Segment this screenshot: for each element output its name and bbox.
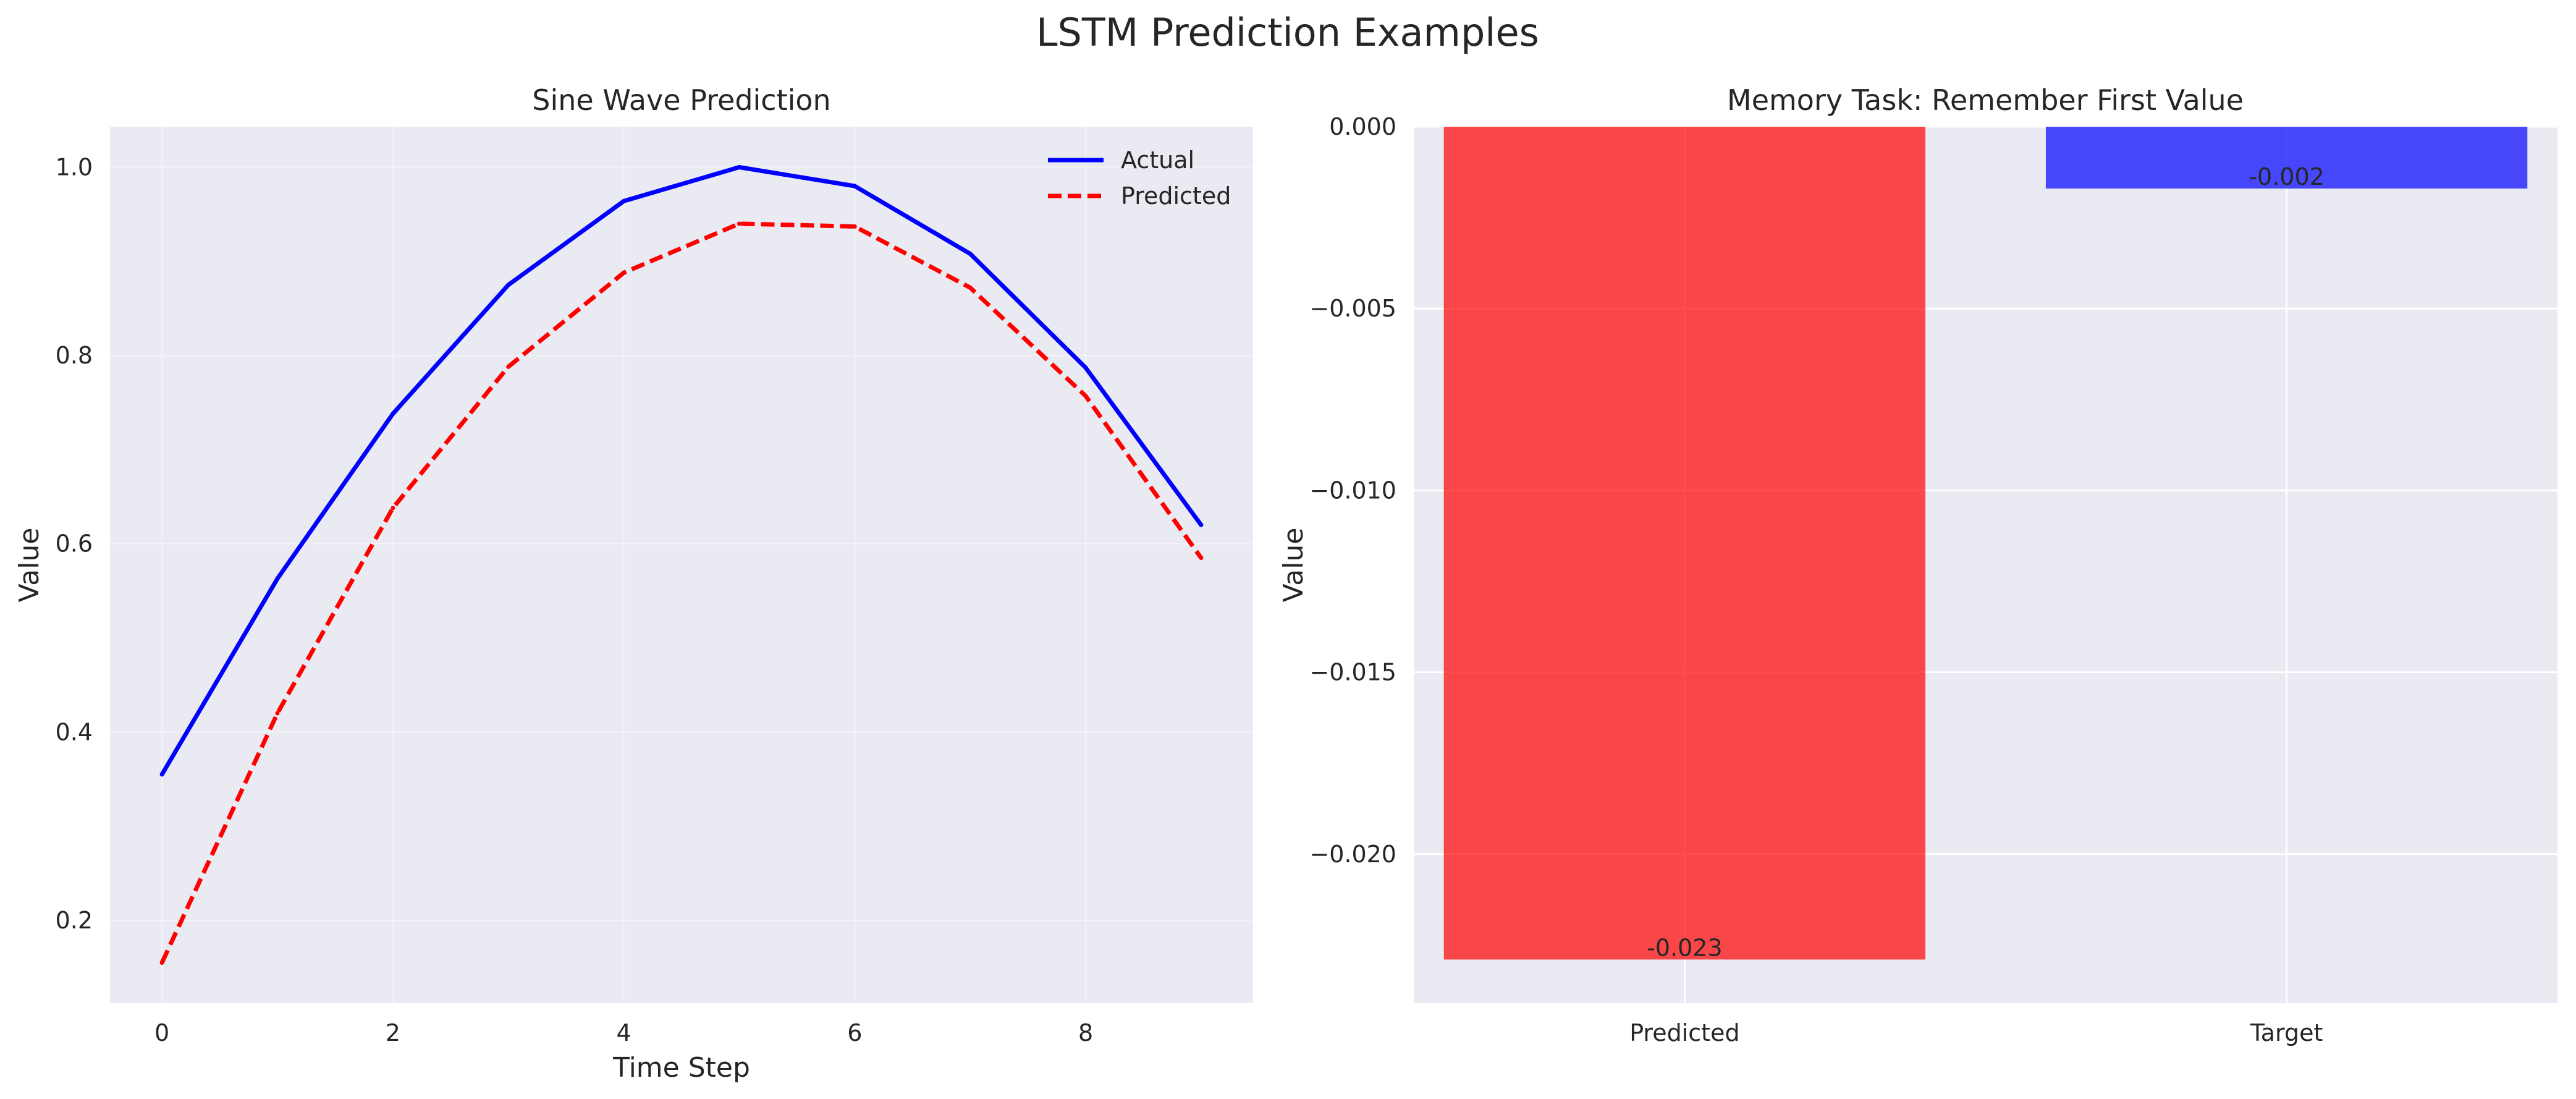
x-tick-label: Target	[2250, 1019, 2323, 1046]
x-tick-label: 4	[616, 1019, 631, 1046]
data-point-predicted	[968, 285, 973, 290]
legend-actual-label: Actual	[1121, 146, 1194, 174]
x-tick-label: 2	[386, 1019, 400, 1046]
data-point-actual	[1199, 522, 1204, 527]
data-point-actual	[737, 164, 741, 169]
y-tick-label: −0.005	[1309, 295, 1396, 322]
data-point-predicted	[391, 506, 395, 511]
memory-task-title: Memory Task: Remember First Value	[1727, 83, 2244, 117]
data-point-predicted	[275, 711, 280, 716]
x-tick-label: 8	[1078, 1019, 1093, 1046]
sine-wave-series	[159, 164, 1204, 965]
memory-task-bars: -0.023 -0.002	[1443, 127, 2528, 961]
y-tick-label: −0.020	[1309, 841, 1396, 868]
data-point-predicted	[1199, 556, 1204, 561]
memory-task-ylabel: Value	[1278, 528, 1309, 603]
data-point-actual	[391, 412, 395, 417]
sine-wave-plot-area	[110, 127, 1253, 1003]
figure-suptitle: LSTM Prediction Examples	[1036, 10, 1539, 55]
data-point-actual	[622, 198, 627, 203]
sine-wave-legend: Actual Predicted	[1048, 146, 1231, 210]
data-point-predicted	[852, 224, 857, 229]
y-tick-label: 0.8	[56, 342, 93, 369]
bar-value-label: -0.002	[2249, 163, 2325, 190]
sine-wave-ticks: 0 2 4 6 8 0.2 0.4 0.6 0.8 1.0	[56, 153, 1094, 1046]
memory-task-ticks: 0.000 −0.005 −0.010 −0.015 −0.020 Predicted Ta…	[1309, 113, 2323, 1046]
sine-wave-title: Sine Wave Prediction	[532, 83, 830, 117]
y-tick-label: 1.0	[56, 153, 93, 180]
data-point-actual	[506, 282, 511, 287]
y-tick-label: −0.015	[1309, 659, 1396, 686]
bar-value-label: -0.023	[1647, 934, 1723, 961]
x-tick-label: Predicted	[1629, 1019, 1739, 1046]
sine-wave-chart: 0 2 4 6 8 0.2 0.4 0.6 0.8 1.0 Sine Wave Predictio…	[14, 83, 1253, 1084]
y-tick-label: 0.2	[56, 907, 93, 934]
data-point-actual	[275, 576, 280, 581]
data-point-predicted	[159, 961, 164, 965]
memory-task-chart: -0.023 -0.002 0.000 −0.005 −0.010 −0.015 −0.0…	[1278, 83, 2557, 1046]
sine-wave-xlabel: Time Step	[612, 1052, 750, 1084]
series-line-predicted	[159, 221, 1203, 964]
bar-target	[2045, 127, 2528, 189]
data-point-actual	[968, 252, 973, 257]
x-tick-label: 0	[154, 1019, 169, 1046]
series-line-actual	[160, 165, 1203, 776]
y-tick-label: 0.6	[56, 530, 93, 558]
data-point-predicted	[622, 270, 627, 275]
data-point-actual	[1083, 365, 1088, 370]
y-tick-label: 0.000	[1329, 113, 1396, 140]
data-point-actual	[852, 184, 857, 189]
data-point-predicted	[737, 221, 741, 226]
legend-predicted-label: Predicted	[1121, 182, 1231, 210]
sine-wave-ylabel: Value	[14, 528, 45, 603]
data-point-predicted	[1083, 394, 1088, 399]
y-tick-label: −0.010	[1309, 477, 1396, 504]
bar-predicted	[1443, 127, 1926, 960]
y-tick-label: 0.4	[56, 718, 93, 745]
data-point-predicted	[506, 364, 511, 369]
x-tick-label: 6	[847, 1019, 862, 1046]
data-point-actual	[159, 772, 164, 777]
